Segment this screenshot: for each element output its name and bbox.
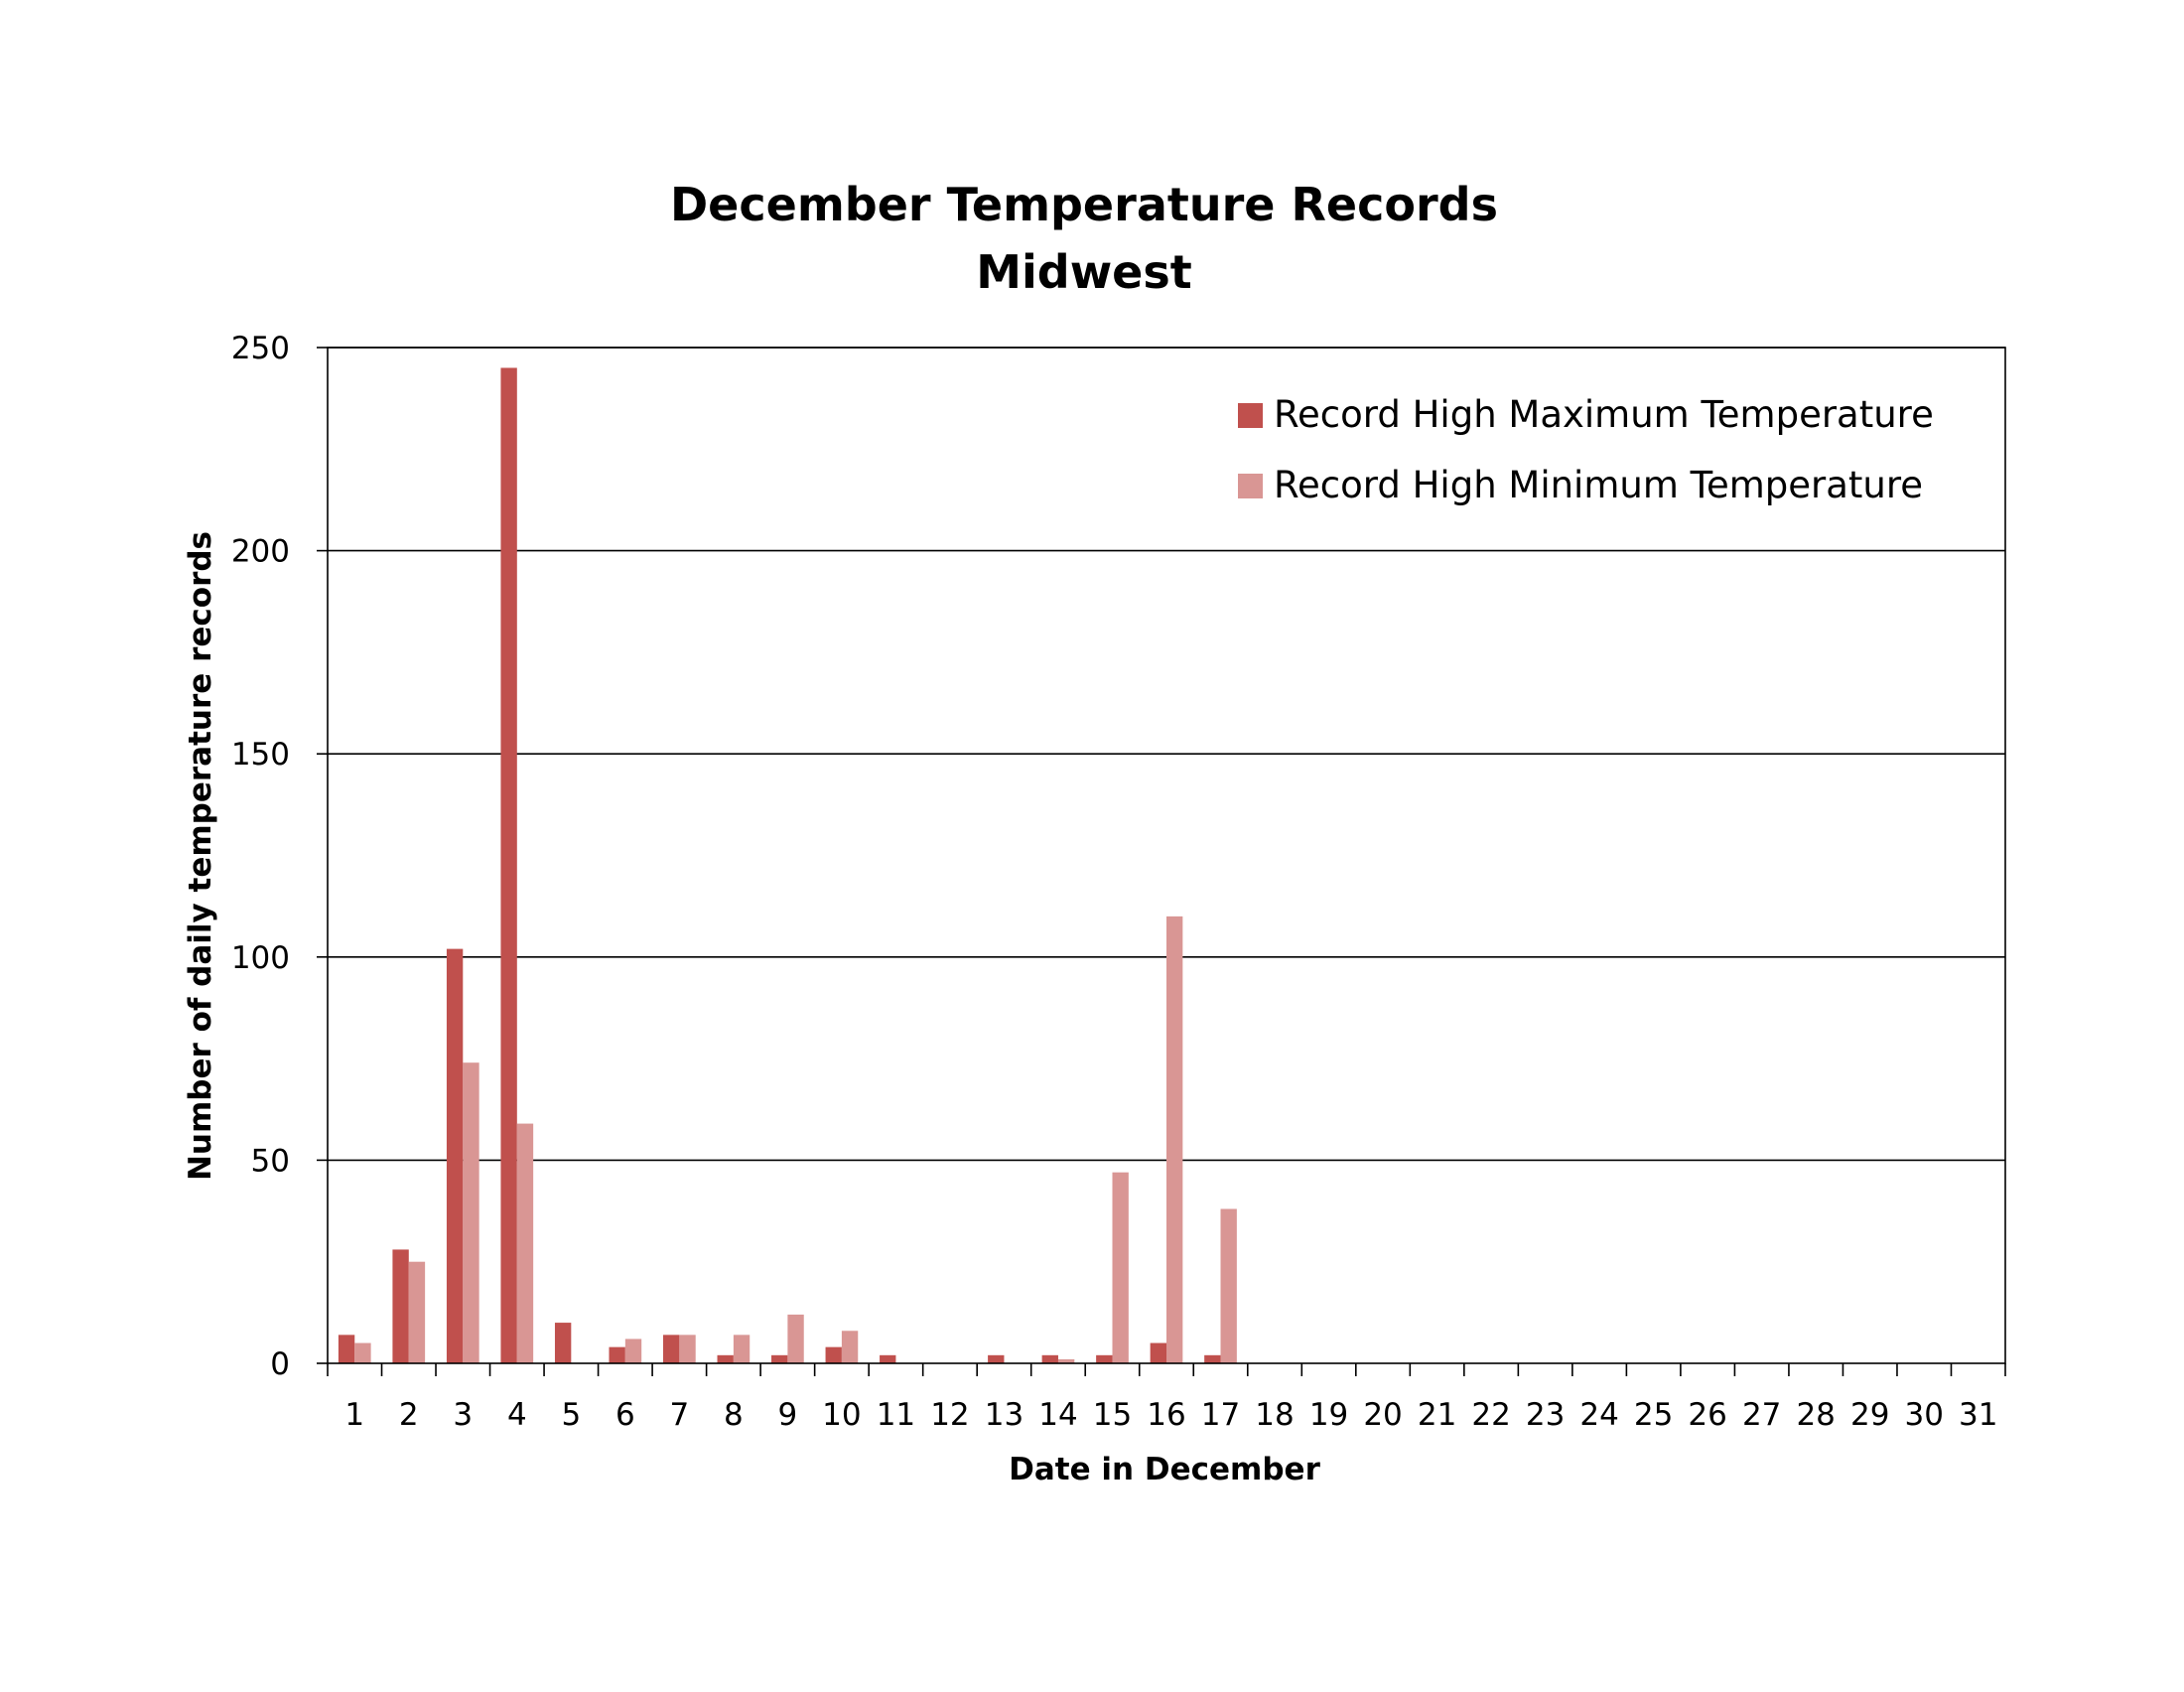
x-tick-label-22: 22 (1471, 1397, 1510, 1433)
y-tick-label-50: 50 (251, 1143, 290, 1179)
bar-record-high-minimum-temperature-dec-1 (354, 1342, 371, 1363)
bar-record-high-maximum-temperature-dec-16 (1150, 1342, 1166, 1363)
x-tick-label-30: 30 (1904, 1397, 1943, 1433)
x-tick-label-24: 24 (1579, 1397, 1618, 1433)
chart-title: December Temperature Records (670, 178, 1498, 231)
bar-record-high-minimum-temperature-dec-4 (516, 1123, 534, 1363)
x-tick-label-9: 9 (778, 1397, 798, 1433)
bar-record-high-minimum-temperature-dec-17 (1220, 1208, 1237, 1363)
bar-record-high-maximum-temperature-dec-6 (609, 1346, 625, 1363)
x-tick-label-25: 25 (1634, 1397, 1673, 1433)
bar-record-high-maximum-temperature-dec-15 (1096, 1354, 1113, 1363)
x-tick-label-31: 31 (1959, 1397, 1997, 1433)
chart-subtitle: Midwest (976, 245, 1192, 299)
bar-record-high-maximum-temperature-dec-5 (554, 1323, 572, 1363)
x-tick-label-11: 11 (877, 1397, 915, 1433)
bar-record-high-maximum-temperature-dec-3 (446, 948, 464, 1363)
x-tick-label-12: 12 (930, 1397, 969, 1433)
bar-record-high-maximum-temperature-dec-1 (338, 1335, 355, 1363)
x-tick-label-13: 13 (985, 1397, 1024, 1433)
bar-record-high-minimum-temperature-dec-14 (1057, 1358, 1075, 1363)
legend: Record High Maximum Temperature Record H… (1238, 393, 1934, 506)
x-tick-label-16: 16 (1147, 1397, 1185, 1433)
legend-swatch-record-high-maximum (1238, 403, 1263, 428)
y-axis-label: Number of daily temperature records (183, 531, 218, 1181)
x-tick-label-18: 18 (1255, 1397, 1294, 1433)
plot-area-border (327, 347, 2006, 1364)
bar-record-high-maximum-temperature-dec-4 (500, 367, 517, 1364)
bar-record-high-minimum-temperature-dec-6 (624, 1339, 642, 1363)
bar-record-high-maximum-temperature-dec-8 (717, 1354, 734, 1363)
x-tick-label-10: 10 (822, 1397, 861, 1433)
y-tick-label-100: 100 (231, 940, 290, 976)
bar-record-high-minimum-temperature-dec-7 (679, 1335, 696, 1363)
x-tick-label-23: 23 (1526, 1397, 1565, 1433)
bar-record-high-maximum-temperature-dec-7 (663, 1335, 680, 1363)
x-tick-label-6: 6 (615, 1397, 635, 1433)
x-tick-label-4: 4 (507, 1397, 527, 1433)
axes (327, 347, 2006, 1364)
bar-record-high-maximum-temperature-dec-2 (392, 1249, 409, 1363)
x-tick-label-17: 17 (1201, 1397, 1240, 1433)
bar-record-high-maximum-temperature-dec-14 (1041, 1354, 1058, 1363)
x-tick-label-7: 7 (669, 1397, 689, 1433)
bar-record-high-minimum-temperature-dec-9 (787, 1314, 804, 1363)
x-tick-label-15: 15 (1093, 1397, 1132, 1433)
y-tick-label-250: 250 (231, 331, 290, 366)
bar-record-high-maximum-temperature-dec-13 (988, 1354, 1005, 1363)
x-tick-label-27: 27 (1742, 1397, 1781, 1433)
bar-record-high-maximum-temperature-dec-17 (1204, 1354, 1221, 1363)
x-tick-label-29: 29 (1850, 1397, 1889, 1433)
x-tick-label-20: 20 (1363, 1397, 1402, 1433)
legend-swatch-record-high-minimum (1238, 474, 1263, 498)
x-tick-label-21: 21 (1418, 1397, 1456, 1433)
bar-record-high-minimum-temperature-dec-10 (841, 1331, 859, 1363)
legend-label-record-high-maximum: Record High Maximum Temperature (1274, 393, 1934, 436)
bar-record-high-maximum-temperature-dec-11 (880, 1354, 896, 1363)
bars (338, 367, 1237, 1364)
bar-record-high-minimum-temperature-dec-2 (408, 1261, 426, 1363)
y-tick-labels: 0 50 100 150 200 250 (231, 331, 328, 1382)
bar-record-high-minimum-temperature-dec-16 (1166, 916, 1183, 1363)
bar-record-high-minimum-temperature-dec-15 (1112, 1172, 1129, 1363)
bar-record-high-minimum-temperature-dec-3 (463, 1062, 479, 1363)
x-tick-label-14: 14 (1038, 1397, 1077, 1433)
x-tick-label-3: 3 (453, 1397, 473, 1433)
x-tick-label-28: 28 (1796, 1397, 1835, 1433)
x-tick-label-19: 19 (1309, 1397, 1348, 1433)
bar-record-high-minimum-temperature-dec-8 (733, 1335, 751, 1363)
y-tick-label-150: 150 (231, 737, 290, 773)
x-tick-labels: 1 2 3 4 5 6 7 8 9 10 11 12 13 14 15 16 17 18 19 20 21 22 23 24 2… (327, 1363, 2006, 1433)
x-axis-label: Date in December (1009, 1452, 1320, 1487)
x-tick-label-5: 5 (561, 1397, 581, 1433)
bar-record-high-maximum-temperature-dec-9 (771, 1354, 788, 1363)
y-tick-label-200: 200 (231, 534, 290, 570)
bar-record-high-maximum-temperature-dec-10 (825, 1346, 842, 1363)
legend-label-record-high-minimum: Record High Minimum Temperature (1274, 464, 1923, 506)
x-tick-label-8: 8 (724, 1397, 744, 1433)
x-tick-label-1: 1 (344, 1397, 364, 1433)
x-tick-label-26: 26 (1688, 1397, 1726, 1433)
y-tick-label-0: 0 (270, 1346, 290, 1382)
x-tick-label-2: 2 (399, 1397, 419, 1433)
